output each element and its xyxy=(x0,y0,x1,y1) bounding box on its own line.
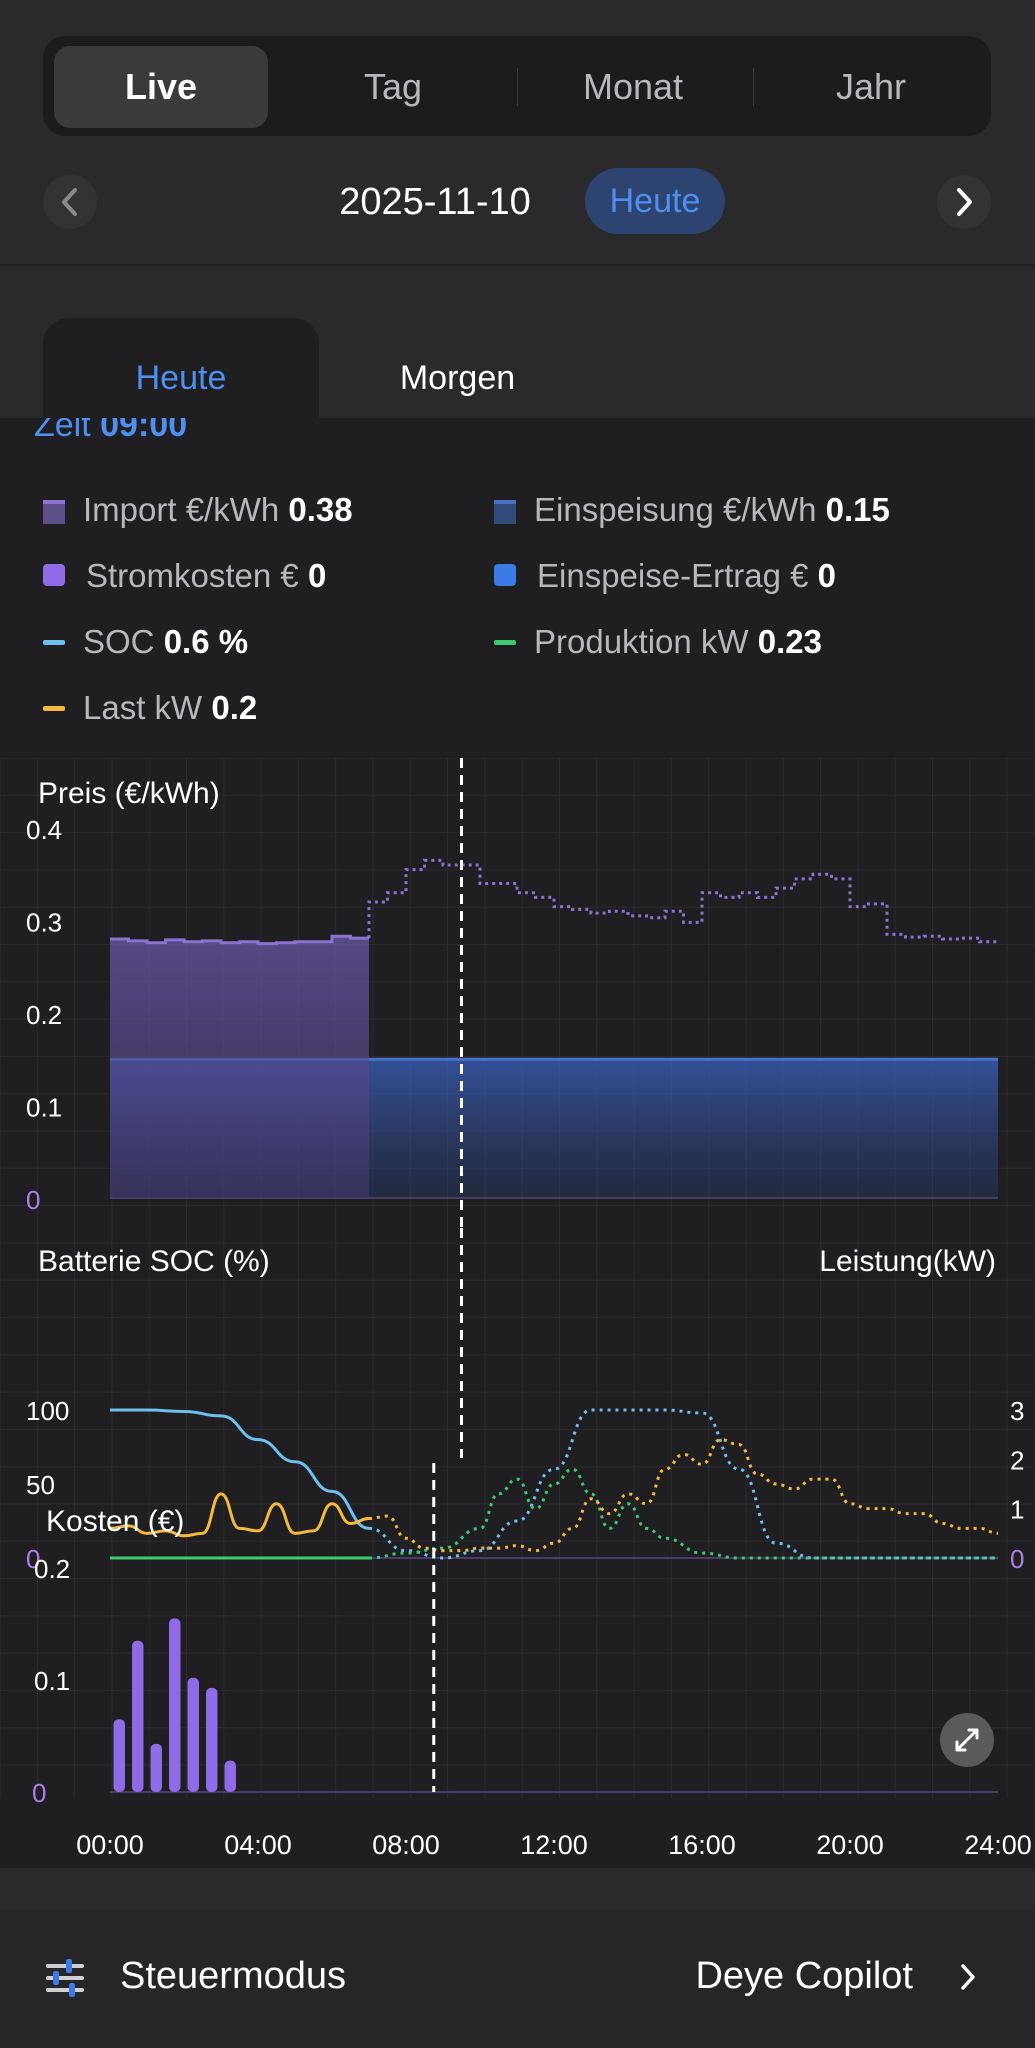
section-divider xyxy=(0,264,1035,266)
active-day-tab-bg xyxy=(43,318,319,428)
soc-y-tick-label: 0 xyxy=(26,1544,40,1574)
legend-last: Last kW 0.2 xyxy=(83,689,258,726)
cost-bar xyxy=(113,1719,125,1792)
import-line-dashed xyxy=(367,858,998,944)
tab-live[interactable]: Live xyxy=(54,46,268,128)
period-tabs: Live Tag Monat Jahr xyxy=(43,36,991,136)
chart-card: Zeit 09:00 Import €/kWh 0.38 Einspeisung… xyxy=(0,418,1035,1868)
x-tick-label: 04:00 xyxy=(224,1830,292,1860)
x-tick-label: 20:00 xyxy=(816,1830,884,1860)
x-tick-label: 24:00 xyxy=(964,1830,1032,1860)
last-line-dotted xyxy=(368,1438,999,1553)
tab-tag[interactable]: Tag xyxy=(363,66,423,107)
control-mode-row[interactable] xyxy=(0,1910,1035,2048)
control-mode-value: Deye Copilot xyxy=(695,1955,913,1997)
cost-y-tick-label: 0.2 xyxy=(34,1554,70,1584)
next-day-button[interactable] xyxy=(937,175,991,229)
legend-einspeise-ertrag: Einspeise-Ertrag € 0 xyxy=(537,557,836,594)
cost-bar xyxy=(206,1687,218,1792)
power-y-tick-label: 1 xyxy=(1010,1495,1024,1525)
tab-divider xyxy=(753,68,754,106)
import-line-solid xyxy=(110,934,369,946)
chevron-left-icon xyxy=(62,188,77,216)
power-y-tick-label: 2 xyxy=(1010,1445,1024,1475)
cost-bar xyxy=(169,1618,181,1792)
legend-swatch-last xyxy=(43,706,65,711)
cost-bar xyxy=(150,1743,162,1792)
cost-y-tick-label: 0 xyxy=(32,1778,46,1808)
expand-icon xyxy=(955,1728,979,1752)
cost-bar xyxy=(132,1640,144,1792)
tab-heute[interactable]: Heute xyxy=(135,359,227,397)
x-tick-label: 16:00 xyxy=(668,1830,736,1860)
tab-jahr[interactable]: Jahr xyxy=(835,66,907,107)
power-y-tick-label: 3 xyxy=(1010,1396,1024,1426)
power-y-tick-label: 0 xyxy=(1010,1544,1024,1574)
legend-swatch-stromkosten xyxy=(43,564,65,586)
cost-bar xyxy=(187,1677,199,1792)
price-y-tick-label: 0.2 xyxy=(26,1000,62,1030)
tab-divider xyxy=(517,68,518,106)
import-area xyxy=(110,936,369,1198)
sliders-icon xyxy=(46,1959,84,1997)
soc-line-dotted xyxy=(368,1408,998,1560)
legend-swatch-einspeise-ertrag xyxy=(494,564,516,586)
energy-chart: Preis (€/kWh) 0 0.1 0.2 0.3 0.4 Batterie SOC (… xyxy=(0,758,1035,1860)
legend-produktion: Produktion kW 0.23 xyxy=(534,623,822,660)
time-readout: Zeit 09:00 xyxy=(34,418,187,445)
soc-panel-title: Batterie SOC (%) xyxy=(38,1245,270,1278)
x-tick-label: 12:00 xyxy=(520,1830,588,1860)
prev-day-button[interactable] xyxy=(43,175,97,229)
time-value: 09:00 xyxy=(100,418,188,444)
legend-import: Import €/kWh 0.38 xyxy=(83,491,353,528)
x-tick-label: 08:00 xyxy=(372,1830,440,1860)
legend-stromkosten: Stromkosten € 0 xyxy=(86,557,327,594)
time-label: Zeit xyxy=(34,418,91,444)
legend-einspeisung: Einspeisung €/kWh 0.15 xyxy=(534,491,890,528)
current-date: 2025-11-10 xyxy=(339,181,531,223)
soc-line-solid xyxy=(110,1408,370,1530)
soc-y-tick-label: 50 xyxy=(26,1470,55,1500)
today-button[interactable]: Heute xyxy=(585,168,725,234)
legend-swatch-import xyxy=(43,500,65,524)
produktion-line-dotted xyxy=(368,1467,998,1560)
chevron-right-icon xyxy=(961,1964,975,1990)
cost-y-tick-label: 0.1 xyxy=(34,1666,70,1696)
legend-swatch-einspeisung xyxy=(494,500,516,524)
price-panel-title: Preis (€/kWh) xyxy=(38,777,220,810)
cost-bar xyxy=(224,1760,236,1792)
soc-y-tick-label: 100 xyxy=(26,1396,69,1426)
power-axis-title: Leistung(kW) xyxy=(819,1245,996,1278)
control-mode-label: Steuermodus xyxy=(120,1955,347,1997)
legend-swatch-produktion xyxy=(494,640,516,645)
expand-chart-button[interactable] xyxy=(940,1713,994,1767)
chevron-right-icon xyxy=(957,188,972,216)
price-y-tick-label: 0.3 xyxy=(26,908,62,938)
last-line-solid xyxy=(109,1492,370,1538)
price-y-tick-label: 0 xyxy=(26,1185,40,1215)
price-y-tick-label: 0.4 xyxy=(26,815,62,845)
tab-monat[interactable]: Monat xyxy=(582,66,684,107)
x-tick-label: 00:00 xyxy=(76,1830,144,1860)
tab-morgen[interactable]: Morgen xyxy=(399,359,516,397)
price-y-tick-label: 0.1 xyxy=(26,1093,62,1123)
cost-panel-title: Kosten (€) xyxy=(46,1505,184,1538)
legend-soc: SOC 0.6 % xyxy=(83,623,249,660)
legend-swatch-soc xyxy=(43,640,65,645)
